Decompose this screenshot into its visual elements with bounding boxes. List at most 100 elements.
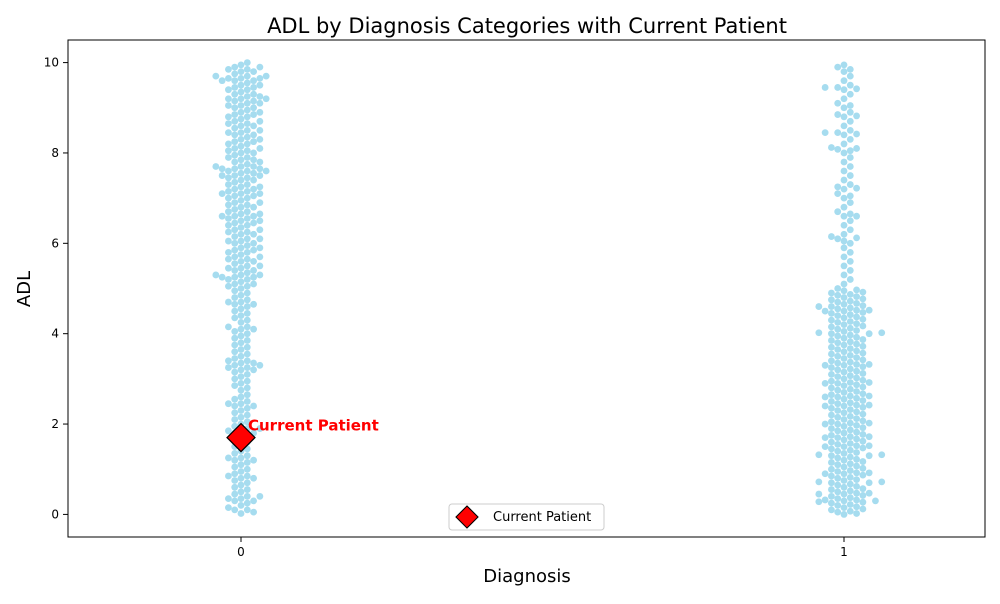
data-point [231, 506, 239, 514]
data-point [243, 86, 251, 94]
data-point [859, 505, 867, 513]
data-point [846, 453, 854, 461]
data-point [262, 72, 270, 80]
data-point [218, 172, 226, 179]
data-point [859, 485, 867, 493]
data-point [231, 70, 239, 78]
data-point [821, 361, 829, 369]
data-point [859, 431, 867, 438]
data-point [853, 234, 860, 242]
data-point [243, 296, 251, 304]
data-point [846, 473, 854, 481]
data-point [237, 346, 245, 353]
data-point [237, 210, 245, 218]
data-point [840, 113, 848, 121]
data-point [834, 481, 842, 489]
data-point [237, 278, 245, 286]
data-point [250, 366, 257, 374]
data-point [237, 373, 245, 380]
data-point [231, 287, 239, 295]
data-point [225, 174, 232, 182]
data-point [840, 122, 848, 130]
y-axis-label: ADL [14, 271, 35, 307]
data-point [840, 422, 848, 430]
data-point [859, 376, 867, 384]
data-point [853, 483, 860, 490]
data-point [853, 367, 860, 375]
data-point [853, 428, 860, 436]
data-point [834, 145, 842, 153]
data-point [859, 464, 867, 472]
data-point [865, 379, 873, 386]
data-point [237, 339, 245, 347]
data-point [853, 320, 860, 328]
data-point [237, 407, 245, 414]
highlight-layer: Current Patient [226, 417, 379, 453]
data-point [218, 165, 226, 173]
data-point [834, 501, 842, 509]
data-point [243, 194, 251, 202]
data-point [231, 470, 239, 478]
data-point [225, 298, 232, 306]
data-point [231, 199, 239, 207]
data-point [250, 97, 257, 105]
data-point [821, 443, 829, 451]
data-point [237, 352, 245, 360]
data-point [243, 154, 251, 161]
data-point [250, 138, 257, 146]
data-point [250, 176, 257, 184]
chart-title: ADL by Diagnosis Categories with Current… [267, 14, 787, 38]
data-point [243, 337, 251, 344]
current-patient-marker [226, 422, 256, 453]
data-point [840, 185, 848, 193]
data-point [237, 183, 245, 191]
data-point [840, 104, 848, 112]
data-point [225, 495, 232, 502]
data-point [237, 102, 245, 109]
data-point [840, 237, 848, 245]
data-point [225, 215, 232, 222]
data-point [859, 417, 867, 425]
data-point [256, 210, 264, 218]
data-point [225, 102, 232, 109]
data-point [237, 257, 245, 265]
data-point [243, 255, 251, 263]
data-point [853, 300, 860, 307]
data-point [834, 305, 842, 313]
data-point [834, 379, 842, 387]
data-point [859, 370, 867, 377]
data-point [815, 490, 823, 498]
data-point [853, 381, 860, 389]
data-point [865, 442, 873, 450]
data-point [250, 156, 257, 164]
data-point [853, 388, 860, 395]
data-point [859, 492, 867, 499]
data-point [231, 334, 239, 342]
data-point [256, 172, 264, 179]
data-point [225, 154, 232, 161]
data-point [250, 149, 257, 157]
data-point [859, 288, 867, 296]
data-point [225, 113, 232, 121]
data-point [840, 314, 848, 322]
data-point [834, 508, 842, 516]
data-point [231, 246, 239, 254]
data-point [865, 330, 873, 338]
data-point [846, 433, 854, 441]
data-point [231, 328, 239, 335]
data-point [840, 68, 848, 76]
data-point [853, 435, 860, 443]
data-point [840, 429, 848, 437]
data-point [231, 409, 239, 417]
data-point [225, 357, 232, 365]
data-point [231, 477, 239, 484]
data-point [828, 479, 835, 487]
data-point [834, 84, 842, 91]
data-point [828, 309, 835, 317]
data-point [840, 402, 848, 410]
legend-marker [455, 505, 479, 529]
data-point [846, 501, 854, 508]
data-point [846, 392, 854, 400]
data-point [840, 416, 848, 423]
data-point [243, 411, 251, 419]
